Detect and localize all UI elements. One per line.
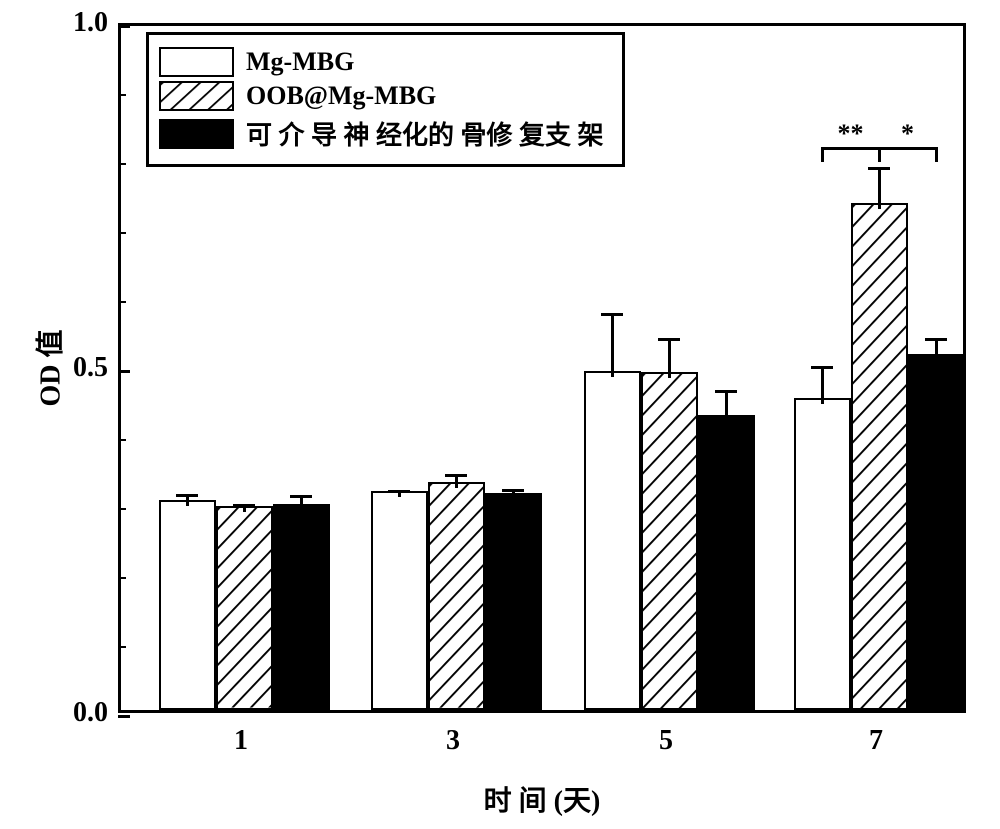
y-tick [118, 25, 130, 28]
error-bar-cap [715, 390, 737, 393]
error-bar-cap [445, 474, 467, 477]
chart-container: OD 值 时 间 (天) *** 0.00.51.0 [0, 0, 1000, 829]
error-bar-cap [502, 489, 524, 492]
significance-bracket-tick [878, 147, 881, 162]
significance-bracket-tick [935, 147, 938, 162]
bar [428, 482, 485, 710]
error-bar-cap [925, 338, 947, 341]
significance-label: ** [838, 119, 864, 149]
bar [159, 500, 216, 710]
bar [794, 398, 851, 710]
error-bar [300, 497, 303, 511]
error-bar-cap [658, 338, 680, 341]
bar [584, 371, 641, 710]
error-bar-cap [811, 366, 833, 369]
error-bar [821, 368, 824, 405]
error-bar [186, 495, 189, 505]
legend-label: 可 介 导 神 经化的 骨修 复支 架 [246, 115, 604, 152]
legend-item: OOB@Mg-MBG [159, 81, 604, 111]
error-bar-cap [233, 504, 255, 507]
bar [371, 491, 428, 710]
y-tick-label: 0.0 [73, 697, 108, 729]
y-tick-minor [118, 301, 126, 303]
x-axis-label: 时 间 (天) [484, 779, 601, 819]
significance-label: * [901, 119, 914, 149]
bar [851, 203, 908, 710]
y-tick-minor [118, 577, 126, 579]
y-tick-minor [118, 163, 126, 165]
error-bar-cap [290, 495, 312, 498]
error-bar [611, 314, 614, 376]
x-tick-label: 1 [234, 725, 248, 757]
y-tick-minor [118, 232, 126, 234]
y-tick-minor [118, 646, 126, 648]
error-bar [878, 169, 881, 209]
x-tick-label: 3 [446, 725, 460, 757]
bar [641, 372, 698, 710]
legend-swatch [159, 119, 234, 149]
legend-label: Mg-MBG [246, 47, 354, 77]
error-bar-cap [176, 494, 198, 497]
legend-swatch [159, 47, 234, 77]
bar [216, 506, 273, 710]
bar [698, 415, 755, 710]
y-axis-label: OD 值 [29, 329, 69, 406]
error-bar-cap [388, 490, 410, 493]
y-tick-minor [118, 439, 126, 441]
error-bar-cap [868, 167, 890, 170]
y-tick-label: 1.0 [73, 7, 108, 39]
y-tick-minor [118, 94, 126, 96]
legend: Mg-MBG OOB@Mg-MBG 可 介 导 神 经化的 骨修 复支 架 [146, 32, 625, 167]
legend-swatch [159, 81, 234, 111]
error-bar [668, 340, 671, 378]
legend-item: Mg-MBG [159, 47, 604, 77]
bar [485, 493, 542, 710]
y-tick-label: 0.5 [73, 352, 108, 384]
error-bar-cap [601, 313, 623, 316]
legend-label: OOB@Mg-MBG [246, 81, 436, 111]
y-tick [118, 370, 130, 373]
y-tick [118, 715, 130, 718]
bar [908, 354, 965, 710]
error-bar [455, 476, 458, 488]
x-tick-label: 5 [659, 725, 673, 757]
error-bar [935, 339, 938, 360]
significance-bracket-tick [821, 147, 824, 162]
error-bar [725, 392, 728, 421]
bar [273, 504, 330, 710]
legend-item: 可 介 导 神 经化的 骨修 复支 架 [159, 115, 604, 152]
y-tick-minor [118, 508, 126, 510]
x-tick-label: 7 [869, 725, 883, 757]
